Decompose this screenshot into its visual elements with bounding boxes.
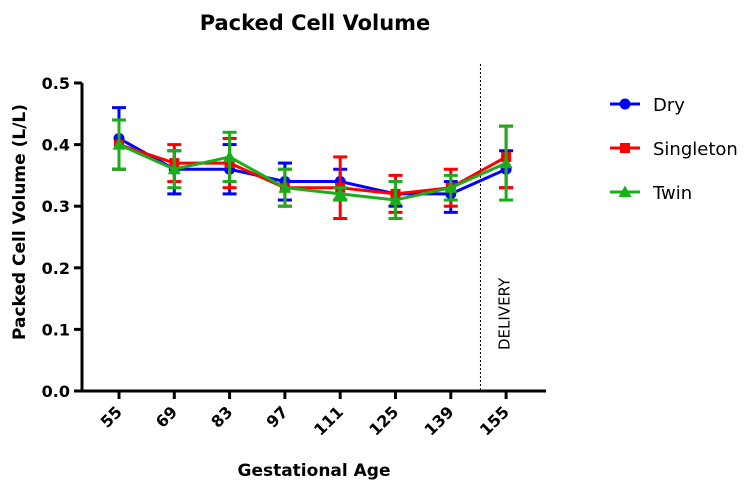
legend-item-twin: Twin: [610, 183, 692, 204]
legend: Dry Singleton Twin: [610, 95, 738, 204]
y-tick-label: 0.4: [42, 136, 70, 155]
legend-label: Singleton: [653, 139, 738, 160]
x-tick-label: 139: [421, 402, 458, 439]
data-point: [112, 138, 126, 150]
legend-item-singleton: Singleton: [610, 139, 738, 160]
series-line: [118, 143, 507, 202]
legend-marker: [620, 143, 630, 153]
y-tick-label: 0.3: [42, 197, 70, 216]
legend-label: Twin: [652, 183, 692, 204]
y-tick-label: 0.0: [42, 382, 70, 401]
delivery-annotation: DELIVERY: [495, 277, 513, 350]
x-tick-label: 97: [263, 402, 292, 431]
legend-marker: [618, 185, 632, 197]
x-tick-label: 125: [365, 402, 402, 439]
plot-area: 0.0 0.1 0.2 0.3 0.4 0.5 55 69 83 97 111 125 139 155 DE…: [42, 64, 546, 439]
legend-item-dry: Dry: [610, 95, 685, 116]
chart-title: Packed Cell Volume: [200, 11, 431, 35]
y-tick-label: 0.1: [42, 320, 70, 339]
x-tick-label: 155: [476, 402, 513, 439]
legend-label: Dry: [653, 95, 685, 116]
legend-marker: [619, 98, 631, 110]
series-line: [118, 137, 507, 196]
y-axis-label: Packed Cell Volume (L/L): [10, 104, 30, 340]
data-point: [223, 150, 237, 162]
series-twin: [112, 118, 514, 221]
x-axis-label: Gestational Age: [237, 461, 390, 481]
data-point: [278, 181, 292, 193]
y-tick-label: 0.2: [42, 259, 70, 278]
data-point: [499, 156, 513, 169]
data-point: [333, 187, 347, 199]
x-tick-label: 69: [152, 402, 181, 431]
x-tick-label: 111: [310, 402, 347, 439]
x-tick-label: 83: [207, 402, 236, 431]
x-tick-label: 55: [97, 402, 126, 431]
data-point: [444, 181, 458, 193]
data-point: [167, 162, 181, 175]
y-tick-label: 0.5: [42, 74, 70, 93]
data-point: [389, 193, 402, 206]
